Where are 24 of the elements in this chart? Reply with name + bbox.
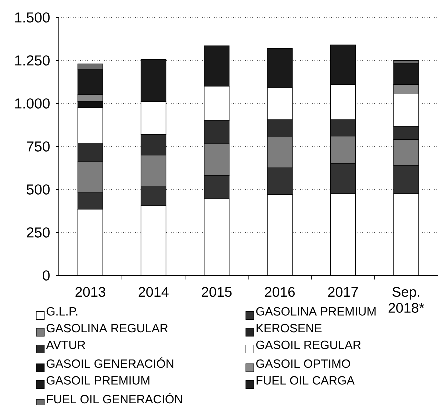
x-tick-label: 2017: [328, 287, 358, 298]
legend-label: KEROSENE: [256, 324, 322, 333]
legend-label: GASOLINA REGULAR: [46, 324, 168, 333]
x-tick-label: 2016: [265, 287, 295, 298]
legend-label: GASOIL GENERACIÓN: [46, 358, 174, 368]
y-tick-label: 0: [43, 270, 50, 281]
x-tick-label: Sep. 2018*: [388, 287, 424, 314]
x-tick-label: 2014: [138, 287, 169, 298]
legend-label: FUEL OIL CARGA: [256, 376, 355, 385]
legend-label: GASOIL PREMIUM: [46, 376, 150, 385]
y-tick-label: 250: [27, 228, 50, 238]
y-tick-label: 750: [27, 142, 50, 152]
y-tick-label: 500: [26, 184, 50, 195]
legend-label: FUEL OIL GENERACIÓN: [47, 393, 182, 404]
legend-label: GASOIL OPTIMO: [256, 360, 350, 368]
legend-label: GASOIL REGULAR: [256, 340, 361, 350]
y-tick-label: 1.500: [15, 12, 50, 23]
x-tick-label: 2015: [202, 287, 232, 298]
y-tick-label: 1.250: [15, 56, 50, 66]
legend-label: G.L.P.: [46, 307, 78, 316]
x-tick-label: 2013: [76, 287, 106, 298]
legend-label: GASOLINA PREMIUM: [256, 307, 376, 316]
legend-label: AVTUR: [46, 341, 86, 350]
y-tick-label: 1.000: [15, 98, 50, 109]
